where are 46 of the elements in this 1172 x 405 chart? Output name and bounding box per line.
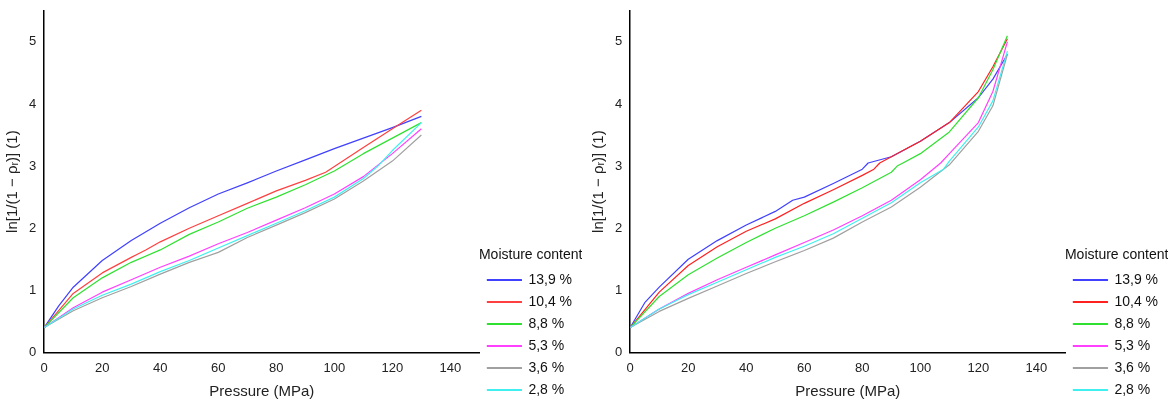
legend-label: 13,9 % [1114, 270, 1159, 287]
legend-label: 3,6 % [528, 358, 565, 375]
x-tick-label: 0 [40, 359, 48, 375]
x-tick-label: 120 [967, 359, 990, 375]
x-tick-label: 100 [909, 359, 932, 375]
x-tick-label: 0 [626, 359, 634, 375]
y-axis-title: ln[1/(1 − ρᵣ)] (1) [3, 130, 21, 233]
legend-label: 5,3 % [1114, 336, 1151, 353]
legend-title: Moisture content [1064, 246, 1169, 263]
y-tick-label: 1 [615, 281, 623, 297]
x-tick-label: 20 [95, 359, 110, 375]
y-tick-label: 0 [29, 343, 37, 359]
y-tick-label: 5 [29, 33, 37, 49]
x-tick-label: 20 [681, 359, 696, 375]
x-axis-title: Pressure (MPa) [209, 382, 315, 400]
y-tick-label: 1 [29, 281, 37, 297]
legend-label: 5,3 % [528, 336, 565, 353]
x-tick-label: 100 [323, 359, 346, 375]
legend-label: 8,8 % [1114, 314, 1151, 331]
x-tick-label: 60 [211, 359, 226, 375]
legend-label: 13,9 % [528, 270, 573, 287]
x-tick-label: 140 [1025, 359, 1048, 375]
legend-label: 3,6 % [1114, 358, 1151, 375]
x-tick-label: 80 [855, 359, 870, 375]
x-tick-label: 120 [381, 359, 404, 375]
legend-title: Moisture content [478, 246, 583, 263]
legend-label: 2,8 % [1114, 380, 1151, 397]
y-tick-label: 2 [615, 219, 623, 235]
y-tick-label: 3 [615, 157, 623, 173]
legend-label: 10,4 % [1114, 292, 1159, 309]
x-tick-label: 60 [797, 359, 812, 375]
x-tick-label: 40 [153, 359, 168, 375]
x-tick-label: 80 [269, 359, 284, 375]
y-tick-label: 4 [615, 95, 623, 111]
legend-label: 8,8 % [528, 314, 565, 331]
x-tick-label: 140 [439, 359, 462, 375]
y-tick-label: 4 [29, 95, 37, 111]
y-tick-label: 5 [615, 33, 623, 49]
y-tick-label: 0 [615, 343, 623, 359]
y-tick-label: 3 [29, 157, 37, 173]
x-axis-title: Pressure (MPa) [795, 382, 901, 400]
y-axis-title: ln[1/(1 − ρᵣ)] (1) [589, 130, 607, 233]
x-tick-label: 40 [739, 359, 754, 375]
y-tick-label: 2 [29, 219, 37, 235]
legend-label: 2,8 % [528, 380, 565, 397]
legend-label: 10,4 % [528, 292, 573, 309]
